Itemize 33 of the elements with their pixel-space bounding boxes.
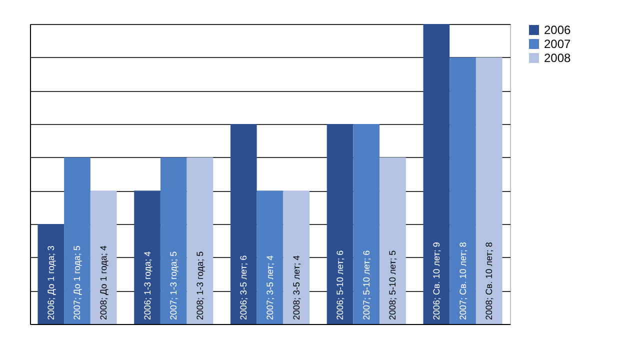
data-label: 2008; Св. 10 лет; 8 bbox=[484, 242, 494, 320]
bar bbox=[326, 124, 354, 324]
data-label: 2006; Св. 10 лет; 9 bbox=[431, 242, 442, 320]
bar bbox=[450, 57, 476, 324]
bar bbox=[186, 157, 214, 324]
bar bbox=[423, 24, 450, 324]
data-label: 2008; 3-5 лет; 4 bbox=[291, 255, 302, 320]
legend-label: 2007 bbox=[544, 37, 572, 51]
legend-label: 2006 bbox=[544, 23, 572, 37]
bar bbox=[476, 57, 502, 324]
data-label: 2006; 3-5 лет; 6 bbox=[238, 255, 249, 320]
bar bbox=[160, 157, 187, 324]
bar bbox=[353, 124, 380, 324]
data-label: 2008; До 1 года; 4 bbox=[98, 246, 109, 320]
bar bbox=[283, 190, 310, 324]
data-label: 2007; Св. 10 лет; 8 bbox=[458, 242, 468, 320]
bar bbox=[230, 124, 257, 324]
bar bbox=[38, 224, 64, 324]
data-label: 2006; 1-3 года; 4 bbox=[142, 251, 152, 320]
bar bbox=[134, 190, 160, 324]
data-label: 2007; 1-3 года; 5 bbox=[168, 251, 179, 320]
data-label: 2008; 1-3 года; 5 bbox=[194, 251, 205, 320]
bar bbox=[64, 157, 90, 324]
data-label: 2006; 5-10 лет; 6 bbox=[335, 250, 346, 320]
data-label: 2007; 5-10 лет; 6 bbox=[361, 250, 372, 320]
bar bbox=[256, 190, 284, 324]
bar bbox=[90, 190, 117, 324]
data-label: 2007; 3-5 лет; 4 bbox=[265, 255, 275, 320]
data-label: 2007; До 1 года; 5 bbox=[72, 246, 82, 320]
data-label: 2008; 5-10 лет; 5 bbox=[388, 250, 398, 320]
legend-label: 2008 bbox=[544, 51, 572, 65]
data-label: 2006; До 1 года; 3 bbox=[46, 246, 56, 320]
bar bbox=[380, 157, 406, 324]
